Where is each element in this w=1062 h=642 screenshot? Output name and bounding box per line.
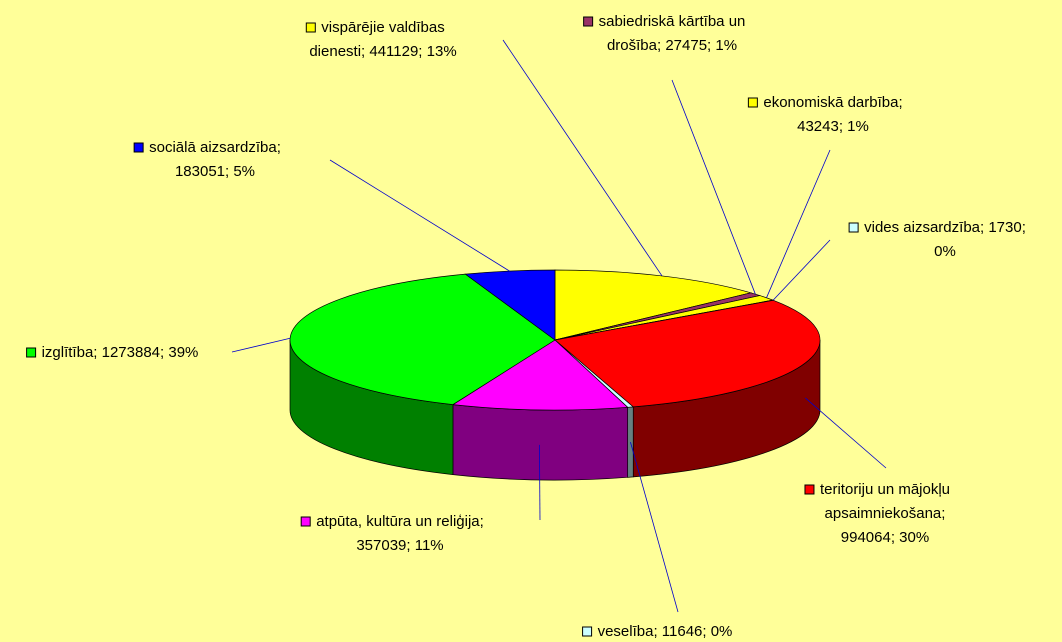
data-label: vispārējie valdības	[321, 19, 444, 36]
data-label: teritoriju un mājokļu	[820, 481, 950, 498]
data-label: atpūta, kultūra un reliģija;	[316, 513, 484, 530]
pie-side	[452, 404, 629, 481]
legend-swatch	[305, 22, 316, 33]
data-label: dienesti; 441129; 13%	[309, 43, 456, 60]
data-label: sabiedriskā kārtība un	[599, 13, 746, 30]
legend-swatch	[133, 142, 144, 153]
legend-swatch	[804, 484, 815, 495]
legend-swatch	[300, 516, 311, 527]
leader-line	[539, 444, 541, 521]
leader-line	[231, 337, 291, 353]
data-label: 357039; 11%	[356, 537, 443, 554]
legend-swatch	[583, 16, 594, 27]
pie-side	[627, 406, 634, 478]
data-label: 0%	[934, 243, 956, 260]
legend-swatch	[582, 626, 593, 637]
data-label: 43243; 1%	[797, 118, 869, 135]
leader-line	[630, 441, 679, 613]
legend-swatch	[747, 97, 758, 108]
leader-line	[329, 159, 510, 272]
leader-line	[766, 149, 831, 298]
leader-line	[671, 79, 756, 295]
data-label: 183051; 5%	[175, 163, 255, 180]
pie-slice	[289, 273, 556, 405]
data-label: sociālā aizsardzība;	[149, 139, 281, 156]
pie-slice	[554, 299, 821, 408]
leader-line	[772, 239, 831, 301]
leader-line	[805, 397, 887, 469]
data-label: izglītība; 1273884; 39%	[42, 344, 199, 361]
data-label: ekonomiskā darbība;	[763, 94, 902, 111]
data-label: vides aizsardzība; 1730;	[864, 219, 1026, 236]
data-label: 994064; 30%	[841, 529, 929, 546]
data-label: drošība; 27475; 1%	[607, 37, 737, 54]
data-label: apsaimniekošana;	[825, 505, 946, 522]
data-label: veselība; 11646; 0%	[598, 623, 733, 640]
legend-swatch	[26, 347, 37, 358]
leader-line	[502, 39, 663, 277]
pie-slice	[451, 339, 629, 411]
legend-swatch	[848, 222, 859, 233]
pie-slice	[464, 269, 556, 341]
